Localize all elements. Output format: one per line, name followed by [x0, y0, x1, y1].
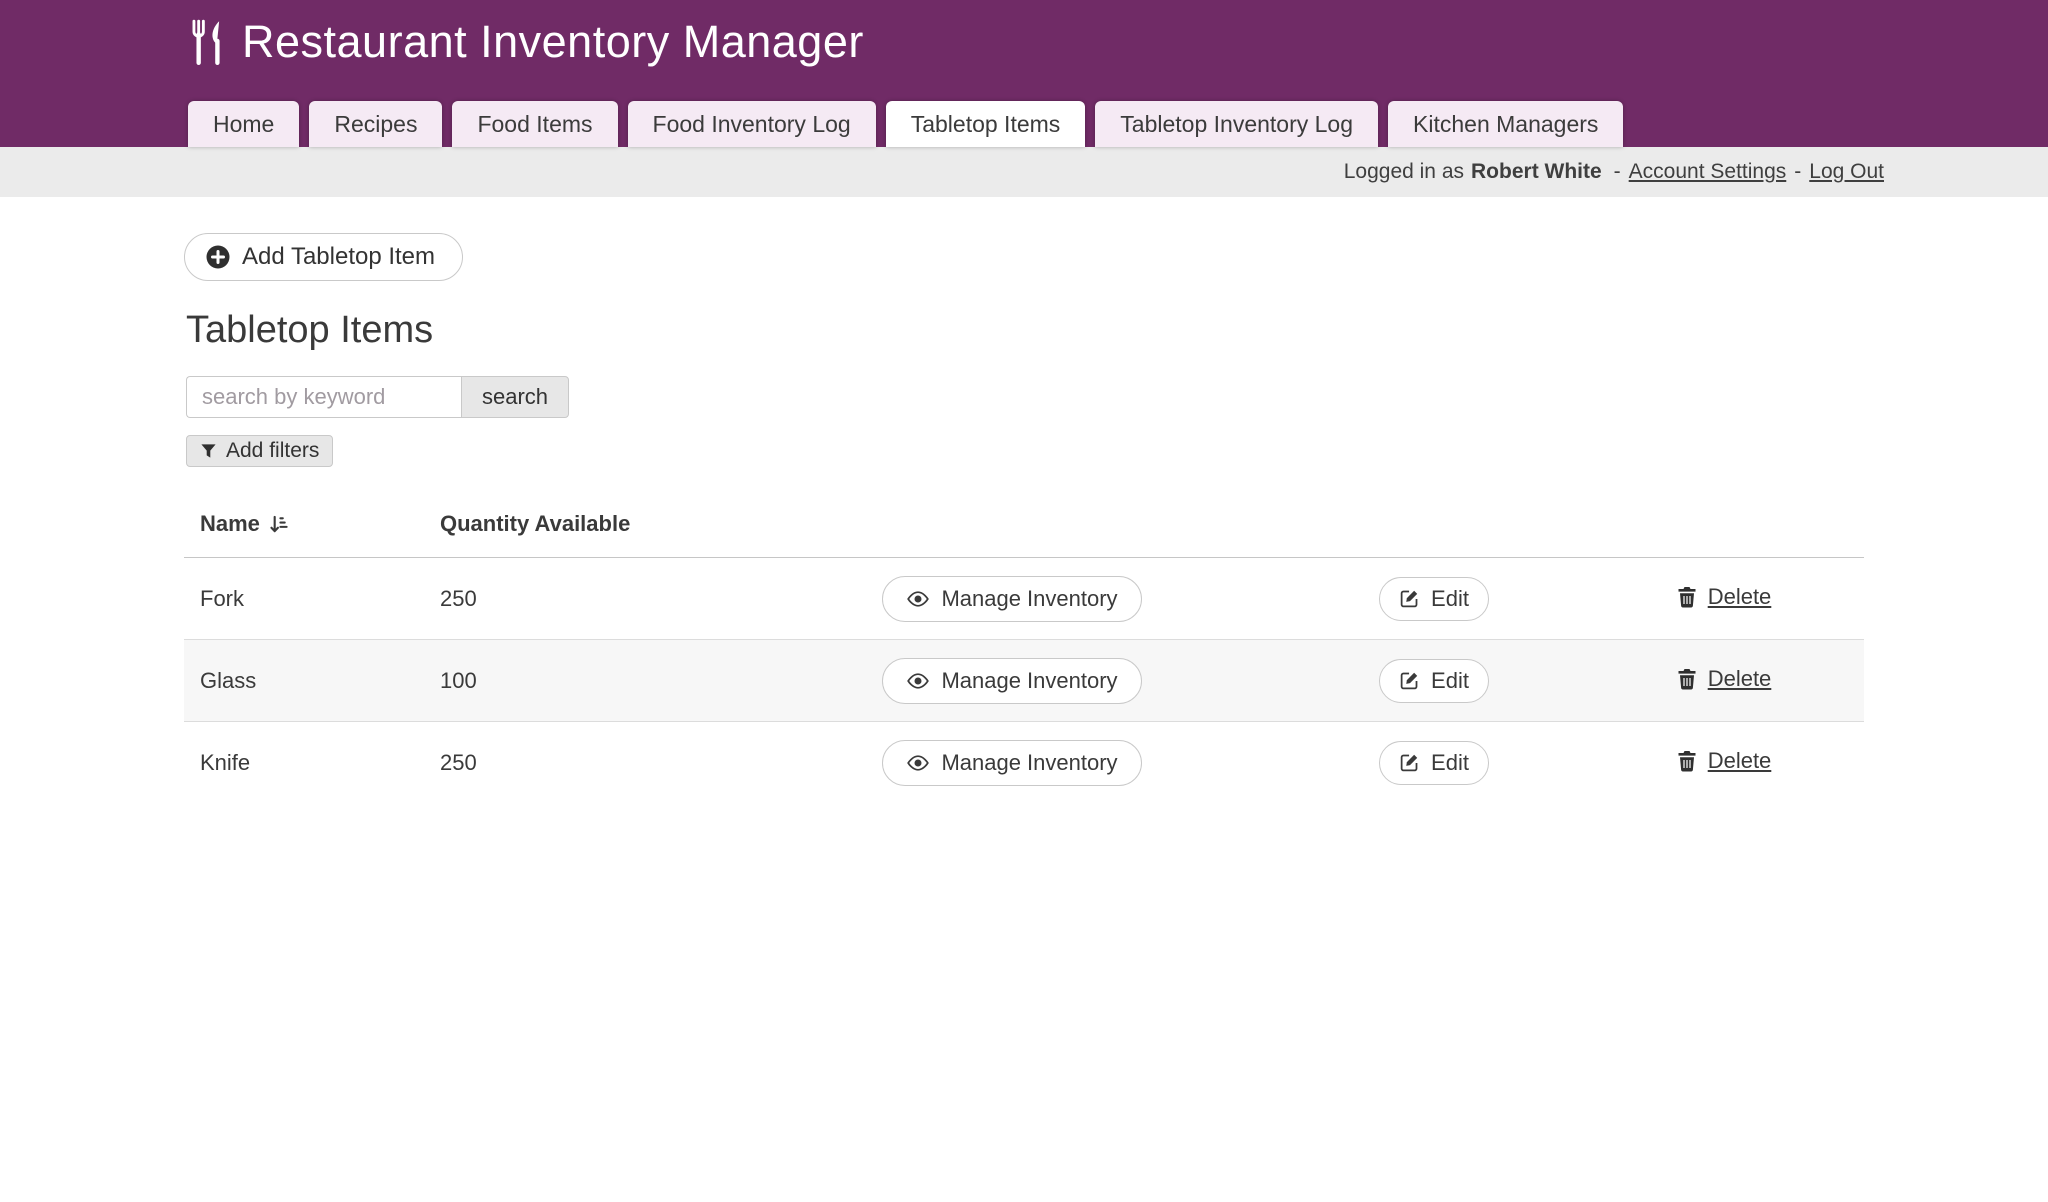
search-input[interactable]	[186, 376, 461, 418]
delete-link[interactable]: Delete	[1677, 748, 1771, 774]
eye-icon	[906, 587, 930, 611]
tab-home[interactable]: Home	[188, 101, 300, 147]
tab-food-inventory-log[interactable]: Food Inventory Log	[627, 101, 876, 147]
item-name: Fork	[200, 585, 244, 611]
account-settings-link[interactable]: Account Settings	[1628, 160, 1787, 183]
brand: Restaurant Inventory Manager	[186, 16, 864, 68]
delete-link[interactable]: Delete	[1677, 666, 1771, 692]
app-title: Restaurant Inventory Manager	[242, 16, 864, 67]
edit-button[interactable]: Edit	[1379, 740, 1489, 785]
table-row-glass: Glass 100 Manage Inventory	[184, 639, 1864, 722]
item-quantity: 100	[440, 667, 477, 693]
table-row-fork: Fork 250 Manage Inventory	[184, 558, 1864, 640]
plus-circle-icon	[205, 244, 231, 270]
manage-inventory-button[interactable]: Manage Inventory	[882, 739, 1142, 786]
tab-tabletop-items[interactable]: Tabletop Items	[885, 101, 1086, 147]
edit-button[interactable]: Edit	[1379, 576, 1489, 621]
logged-in-username: Robert White	[1471, 160, 1602, 183]
table-row-knife: Knife 250 Manage Inventory	[184, 722, 1864, 804]
add-filters-button[interactable]: Add filters	[186, 435, 334, 467]
tab-kitchen-managers[interactable]: Kitchen Managers	[1388, 101, 1624, 147]
column-header-delete	[1584, 499, 1864, 558]
edit-pencil-icon	[1399, 588, 1420, 609]
logged-in-prefix: Logged in as	[1343, 160, 1465, 183]
manage-inventory-button[interactable]: Manage Inventory	[882, 575, 1142, 622]
item-name: Knife	[200, 749, 251, 775]
item-name: Glass	[200, 667, 257, 693]
column-header-quantity[interactable]: Quantity Available	[440, 499, 740, 558]
tab-recipes[interactable]: Recipes	[309, 101, 443, 147]
filter-funnel-icon	[200, 443, 217, 460]
delete-link[interactable]: Delete	[1677, 584, 1771, 610]
sort-descending-icon	[268, 514, 289, 535]
item-quantity: 250	[440, 749, 477, 775]
column-header-manage	[740, 499, 1284, 558]
item-quantity: 250	[440, 585, 477, 611]
app-header: Restaurant Inventory Manager Home Recipe…	[0, 0, 2048, 147]
trash-icon	[1677, 586, 1697, 608]
tab-tabletop-inventory-log[interactable]: Tabletop Inventory Log	[1095, 101, 1379, 147]
add-tabletop-item-label: Add Tabletop Item	[242, 243, 436, 270]
logout-link[interactable]: Log Out	[1809, 160, 1884, 183]
edit-pencil-icon	[1399, 670, 1420, 691]
edit-pencil-icon	[1399, 752, 1420, 773]
search-button[interactable]: search	[461, 376, 570, 418]
eye-icon	[906, 669, 930, 693]
main-content: Add Tabletop Item Tabletop Items search …	[184, 197, 1864, 804]
tab-food-items[interactable]: Food Items	[452, 101, 618, 147]
logged-in-bar: Logged in as Robert White - Account Sett…	[0, 147, 2048, 197]
tabletop-items-table: Name Quantity Available	[184, 499, 1864, 804]
edit-button[interactable]: Edit	[1379, 658, 1489, 703]
trash-icon	[1677, 668, 1697, 690]
main-nav: Home Recipes Food Items Food Inventory L…	[188, 101, 1624, 147]
separator: -	[1613, 160, 1621, 183]
search-group: search	[186, 376, 1864, 418]
column-header-name[interactable]: Name	[184, 499, 440, 558]
add-tabletop-item-button[interactable]: Add Tabletop Item	[184, 233, 464, 281]
manage-inventory-button[interactable]: Manage Inventory	[882, 657, 1142, 704]
column-header-edit	[1284, 499, 1584, 558]
trash-icon	[1677, 750, 1697, 772]
table-header-row: Name Quantity Available	[184, 499, 1864, 558]
page-title: Tabletop Items	[186, 309, 434, 351]
eye-icon	[906, 751, 930, 775]
utensils-icon	[186, 19, 226, 65]
add-filters-label: Add filters	[226, 439, 320, 462]
separator: -	[1794, 160, 1802, 183]
